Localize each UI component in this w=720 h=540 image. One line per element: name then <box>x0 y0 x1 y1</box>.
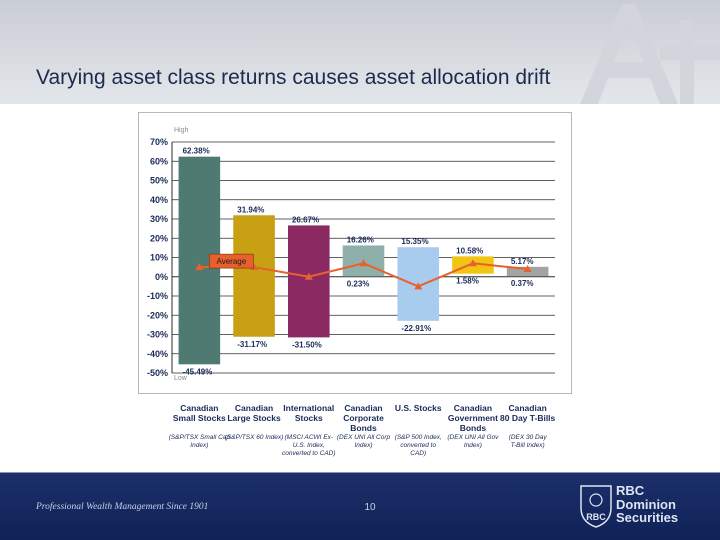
category-label: International Stocks <box>283 403 335 423</box>
average-legend-label: Average <box>217 257 247 266</box>
average-legend-box <box>209 253 254 269</box>
high-value-label: 16.26% <box>347 235 374 244</box>
footer-tagline: Professional Wealth Management Since 190… <box>36 502 209 512</box>
low-value-label: -45.49% <box>183 367 213 376</box>
watermark-logo <box>580 4 720 104</box>
category-label: U.S. Stocks <box>394 403 442 413</box>
category-index-label: (S&P/TSX 60 Index) <box>224 434 284 441</box>
category-label: Canadian Corporate Bonds <box>343 403 384 433</box>
low-value-label: -31.50% <box>292 340 322 349</box>
y-tick-label: 70% <box>150 137 168 147</box>
low-value-label: -22.91% <box>401 324 431 333</box>
category-index-label: (MSCI ACWI Ex- U.S. Index, converted to … <box>282 434 336 457</box>
y-tick-label: 10% <box>150 253 168 263</box>
average-point <box>195 263 204 271</box>
category-label: Canadian Small Stocks <box>172 403 226 423</box>
high-value-label: 62.38% <box>183 147 210 156</box>
category-index-label: (DEX UNI All Gov Index) <box>447 434 499 449</box>
y-tick-label: -10% <box>147 291 168 301</box>
slide-header <box>0 0 720 104</box>
low-value-label: 0.23% <box>347 279 370 288</box>
average-point <box>304 272 313 280</box>
category-label: Canadian 80 Day T-Bills <box>500 403 556 423</box>
high-value-label: 5.17% <box>511 257 534 266</box>
y-tick-label: 50% <box>150 176 168 186</box>
footer-bar <box>0 473 720 540</box>
rbc-shield-icon: RBC <box>580 485 612 528</box>
low-value-label: 0.37% <box>511 279 534 288</box>
y-tick-label: 20% <box>150 233 168 243</box>
low-value-label: 1.58% <box>456 277 479 286</box>
average-point <box>523 265 532 273</box>
y-tick-label: 30% <box>150 214 168 224</box>
average-point <box>414 282 423 290</box>
average-point <box>468 259 477 267</box>
rbc-shield-text: RBC <box>586 512 606 522</box>
page-title: Varying asset class returns causes asset… <box>36 66 551 89</box>
chart-frame: 70% 60% 50% 40% 30% 20% 10% 0% -10% -20% -30% -40% -… <box>138 112 572 394</box>
page-number: 10 <box>364 502 376 513</box>
category-index-label: (S&P/TSX Small Cap Index) <box>168 434 231 449</box>
y-tick-label: 60% <box>150 156 168 166</box>
category-index-label: (DEX UNI All Corp Index) <box>336 434 391 449</box>
y-tick-label: -20% <box>147 310 168 320</box>
high-value-label: 15.35% <box>401 237 428 246</box>
low-label: Low <box>174 375 188 382</box>
category-index-label: (DEX 30 Day T-Bill Index) <box>508 434 547 449</box>
y-tick-label: -40% <box>147 349 168 359</box>
y-tick-label: 0% <box>155 272 168 282</box>
range-bar <box>287 225 330 338</box>
category-label: Canadian Government Bonds <box>447 403 498 433</box>
category-index-label: (S&P 500 Index, converted to CAD) <box>394 434 442 457</box>
category-label: Canadian Large Stocks <box>227 403 281 423</box>
high-value-label: 26.67% <box>292 215 319 224</box>
range-chart: 70% 60% 50% 40% 30% 20% 10% 0% -10% -20% -30% -40% -… <box>147 127 555 382</box>
high-value-label: 31.94% <box>237 205 264 214</box>
high-value-label: 10.58% <box>456 246 483 255</box>
y-tick-label: -30% <box>147 330 168 340</box>
low-value-label: -31.17% <box>237 340 267 349</box>
y-tick-label: -50% <box>147 368 168 378</box>
average-point <box>359 259 368 267</box>
y-tick-label: 40% <box>150 195 168 205</box>
range-bar <box>233 215 275 337</box>
high-label: High <box>174 127 189 134</box>
brand-name: RBC Dominion Securities <box>616 483 679 525</box>
